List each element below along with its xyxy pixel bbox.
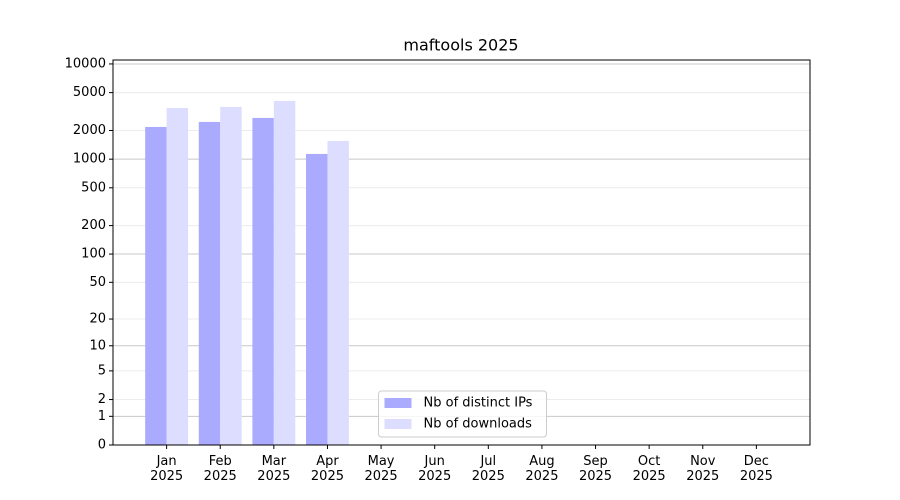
x-tick-label: Oct 2025: [632, 454, 666, 484]
x-tick-label: Nov 2025: [686, 454, 720, 484]
y-tick-label: 1: [98, 409, 106, 424]
y-tick-label: 100: [81, 247, 106, 262]
bar: [273, 100, 296, 445]
y-tick-label: 1000: [73, 152, 106, 167]
y-tick-label: 500: [81, 180, 106, 195]
legend-box: [378, 390, 547, 438]
legend-swatch: [384, 419, 412, 429]
y-tick-label: 5000: [73, 85, 106, 100]
y-tick-label: 10000: [65, 56, 106, 71]
y-tick-label: 2: [98, 392, 106, 407]
bar: [166, 107, 189, 445]
legend-swatch: [384, 398, 412, 408]
x-tick-label: Jan 2025: [150, 454, 184, 484]
bar: [198, 121, 221, 445]
x-tick-label: Sep 2025: [578, 454, 613, 484]
x-tick-label: Jul 2025: [471, 454, 505, 484]
y-tick-label: 200: [81, 218, 106, 233]
y-tick-label: 5: [98, 363, 106, 378]
x-tick-label: Apr 2025: [310, 454, 344, 484]
bar: [327, 140, 349, 445]
x-tick-label: May 2025: [364, 454, 398, 484]
y-tick-label: 50: [89, 275, 106, 290]
legend-label: Nb of downloads: [424, 417, 533, 432]
x-tick-label: Aug 2025: [525, 454, 559, 484]
bar: [145, 126, 167, 445]
bar: [252, 117, 274, 446]
legend-label: Nb of distinct IPs: [424, 396, 533, 411]
x-tick-label: Feb 2025: [203, 454, 237, 484]
bar: [220, 106, 242, 446]
x-tick-label: Mar 2025: [257, 454, 291, 484]
x-tick-label: Dec 2025: [739, 454, 773, 484]
bar: [306, 153, 328, 446]
y-tick-label: 10: [89, 338, 106, 353]
y-tick-label: 20: [89, 312, 106, 327]
y-tick-label: 2000: [73, 123, 106, 138]
x-tick-label: Jun 2025: [418, 454, 452, 484]
y-tick-label: 0: [98, 438, 106, 453]
plot-frame: [112, 59, 811, 446]
chart-title: maftools 2025: [403, 36, 518, 55]
